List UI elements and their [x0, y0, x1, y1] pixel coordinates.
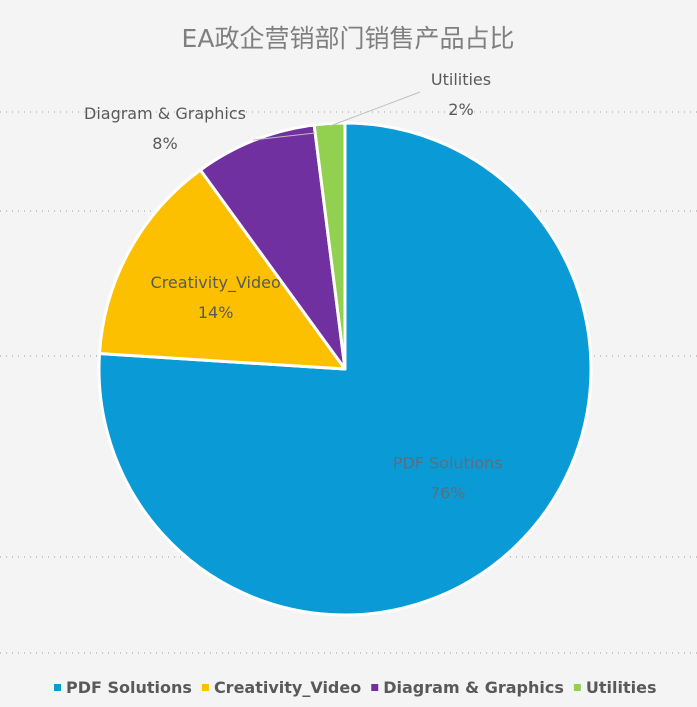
- pie-slice-utilities: [312, 121, 347, 371]
- leader-line-utilities: [329, 91, 421, 127]
- legend-label: Utilities: [586, 678, 657, 697]
- data-label-name-utilities: Utilities: [431, 70, 491, 89]
- legend-swatch: [371, 684, 379, 691]
- data-label-name-pdf-solutions: PDF Solutions: [393, 453, 503, 472]
- leader-lines: [252, 91, 421, 141]
- legend-swatch: [54, 684, 61, 691]
- data-label-value-utilities: 2%: [448, 100, 473, 119]
- legend-item-diagram-graphics: Diagram & Graphics: [371, 678, 564, 697]
- leader-line-diagram-graphics: [252, 132, 316, 141]
- chart-title: EA政企营销部门销售产品占比: [182, 24, 515, 53]
- legend-label: PDF Solutions: [66, 678, 192, 697]
- legend-label: Diagram & Graphics: [383, 678, 564, 697]
- pie-slice-creativity-video: [97, 168, 347, 371]
- legend-item-utilities: Utilities: [573, 678, 657, 697]
- data-label-value-creativity-video: 14%: [198, 303, 234, 322]
- pie-slice-pdf-solutions: [97, 121, 593, 617]
- legend: PDF Solutions Creativity_Video Diagram & G…: [54, 678, 656, 697]
- legend-item-pdf-solutions: PDF Solutions: [54, 678, 192, 697]
- legend-swatch: [201, 684, 209, 691]
- data-labels: PDF Solutions 76% Creativity_Video 14% Diagr…: [84, 70, 503, 502]
- data-label-name-creativity-video: Creativity_Video: [151, 273, 281, 293]
- data-label-value-diagram-graphics: 8%: [152, 134, 177, 153]
- data-label-name-diagram-graphics: Diagram & Graphics: [84, 104, 246, 123]
- data-label-value-pdf-solutions: 76%: [430, 483, 466, 502]
- legend-label: Creativity_Video: [214, 678, 361, 697]
- pie-slices: [97, 121, 593, 617]
- legend-swatch: [573, 684, 581, 691]
- legend-item-creativity-video: Creativity_Video: [201, 678, 361, 697]
